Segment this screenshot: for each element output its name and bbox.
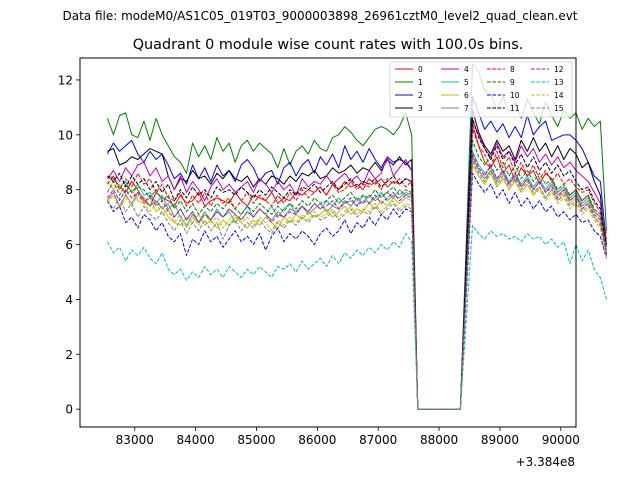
y-axis: 0 2 4 6 8 10 12 bbox=[58, 73, 80, 417]
y-tick-label: 6 bbox=[65, 238, 73, 252]
x-offset-label: +3.384e8 bbox=[516, 455, 575, 469]
series-line-0 bbox=[107, 123, 607, 410]
legend-label-14: 14 bbox=[554, 91, 564, 100]
x-tick-label: 83000 bbox=[116, 433, 154, 447]
legend-label-13: 13 bbox=[554, 78, 564, 87]
y-tick-label: 4 bbox=[65, 293, 73, 307]
series-lines bbox=[106, 62, 607, 410]
y-tick-label: 10 bbox=[58, 128, 73, 142]
suptitle: Data file: modeM0/AS1C05_019T03_90000038… bbox=[62, 9, 577, 23]
legend-box bbox=[389, 61, 573, 118]
x-tick-label: 85000 bbox=[237, 433, 275, 447]
series-line-15 bbox=[106, 159, 607, 410]
x-tick-label: 87000 bbox=[359, 433, 397, 447]
series-line-14 bbox=[106, 161, 607, 410]
series-line-2 bbox=[106, 95, 607, 410]
series-line-4 bbox=[106, 120, 607, 410]
legend-label-5: 5 bbox=[464, 78, 469, 87]
x-axis: 83000 84000 85000 86000 87000 88000 89000 90000 bbox=[116, 427, 580, 447]
legend-label-11: 11 bbox=[510, 104, 520, 113]
x-tick-label: 88000 bbox=[420, 433, 458, 447]
y-tick-label: 8 bbox=[65, 183, 73, 197]
x-tick-label: 86000 bbox=[298, 433, 336, 447]
legend-label-8: 8 bbox=[510, 65, 515, 74]
legend-label-1: 1 bbox=[418, 78, 423, 87]
y-tick-label: 2 bbox=[65, 348, 73, 362]
legend-label-7: 7 bbox=[464, 104, 469, 113]
x-tick-label: 90000 bbox=[542, 433, 580, 447]
legend-label-2: 2 bbox=[418, 91, 423, 100]
x-tick-label: 89000 bbox=[481, 433, 519, 447]
legend-label-4: 4 bbox=[464, 65, 469, 74]
legend-label-0: 0 bbox=[418, 65, 423, 74]
series-line-9 bbox=[106, 139, 607, 410]
legend-label-12: 12 bbox=[554, 65, 564, 74]
series-line-10 bbox=[106, 172, 607, 410]
y-tick-label: 12 bbox=[58, 73, 73, 87]
legend-label-3: 3 bbox=[418, 104, 423, 113]
y-tick-label: 0 bbox=[65, 403, 73, 417]
chart-title: Quadrant 0 module wise count rates with … bbox=[133, 37, 524, 53]
series-line-13 bbox=[106, 224, 607, 410]
series-line-11 bbox=[107, 117, 607, 410]
plot-frame bbox=[79, 57, 577, 428]
legend-label-15: 15 bbox=[554, 104, 564, 113]
series-line-12 bbox=[106, 153, 607, 410]
series-line-6 bbox=[106, 164, 607, 410]
legend-label-10: 10 bbox=[510, 91, 520, 100]
series-line-8 bbox=[106, 128, 607, 410]
x-tick-label: 84000 bbox=[177, 433, 215, 447]
series-line-3 bbox=[107, 109, 607, 410]
legend-label-9: 9 bbox=[510, 78, 515, 87]
legend-label-6: 6 bbox=[464, 91, 469, 100]
